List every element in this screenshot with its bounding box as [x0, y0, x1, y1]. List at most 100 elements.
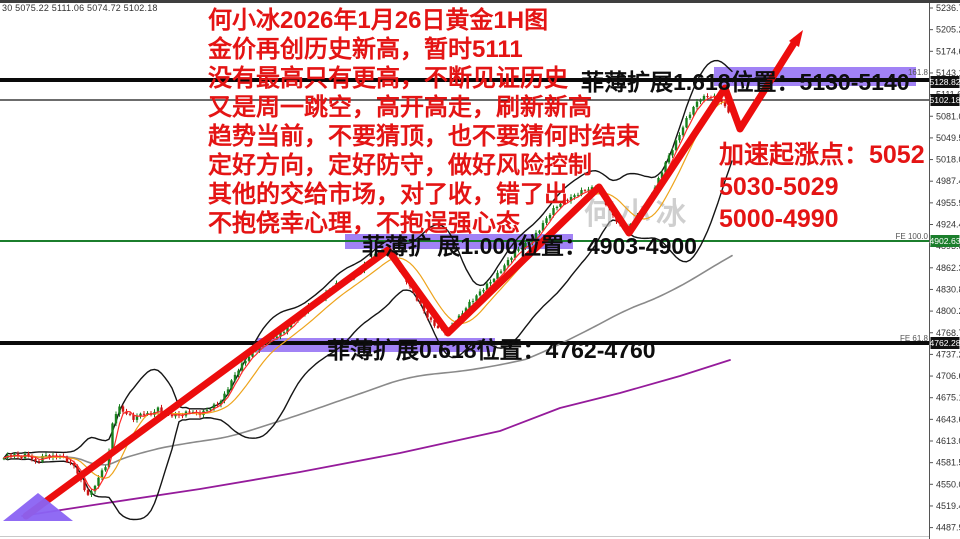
axis-tick-label: 4924.40 [936, 220, 960, 230]
candle-body [135, 415, 139, 420]
candle-body [541, 222, 545, 231]
candle-body [531, 238, 534, 243]
candle-body [566, 199, 569, 202]
candle-body [496, 272, 499, 279]
candle-body [573, 195, 576, 198]
candle-body [671, 150, 674, 156]
candle-body [580, 190, 583, 195]
candle-body [555, 206, 559, 209]
commentary-line: 趋势当前，不要猜顶，也不要猜何时结束 [208, 123, 640, 150]
candle-body [282, 332, 286, 333]
medium-ma-line [3, 100, 733, 479]
candle-body [2, 457, 6, 460]
candle-body [86, 490, 90, 495]
candle-body [485, 283, 489, 290]
candle-body [422, 304, 426, 312]
axis-price-box [930, 76, 960, 88]
candle-body [559, 203, 562, 207]
candle-body [9, 455, 13, 457]
commentary-line: 又是周一跳空，高开高走，刷新新高 [208, 94, 592, 121]
candle-body [524, 243, 527, 248]
candle-body [587, 189, 590, 191]
axis-tick-label: 4862.30 [936, 263, 960, 273]
commentary-line: 定好方向，定好防守，做好风险控制 [208, 152, 592, 179]
candle-body [664, 162, 667, 173]
axis-tick-label: 4768.70 [936, 328, 960, 338]
candle-body [702, 96, 706, 101]
candle-body [128, 413, 132, 415]
candle-body [76, 465, 79, 474]
candle-body [478, 291, 482, 296]
acceleration-note: 加速起涨点：5052 5030-5029 5000-4990 [719, 139, 925, 235]
candle-body [160, 407, 163, 414]
candle-body [538, 230, 541, 233]
candle-body [65, 456, 69, 462]
candle-body [685, 118, 688, 128]
candle-body [111, 423, 114, 452]
axis-price-box [930, 337, 960, 349]
fib-ratio-161-label: 161.8 [907, 68, 928, 77]
candle-body [100, 470, 104, 478]
fe-100-label: FE 100.0 [895, 232, 928, 241]
chart-bottom-border [0, 536, 929, 537]
acceleration-line: 5030-5029 [719, 173, 839, 201]
candle-body [699, 100, 702, 102]
candle-body [482, 289, 485, 292]
candle-body [125, 411, 128, 414]
candle-body [688, 114, 692, 119]
candle-body [419, 300, 422, 305]
axis-tick-label: 5018.00 [936, 155, 960, 165]
analyst-commentary: 何小冰2026年1月26日黄金1H图 金价再创历史新高，暂时5111 没有最高只有更… [208, 6, 640, 238]
commentary-line: 其他的交给市场，对了收，错了出 [208, 181, 568, 208]
candle-body [503, 265, 506, 272]
candle-body [678, 134, 681, 141]
acceleration-line: 5000-4990 [719, 205, 839, 233]
axis-tick-label: 5205.20 [936, 25, 960, 35]
axis-tick-label: 4737.20 [936, 349, 960, 359]
long-ma-line [21, 359, 731, 517]
candle-body [44, 455, 48, 456]
candle-body [121, 406, 125, 412]
candle-body [90, 491, 93, 495]
candle-body [583, 190, 587, 191]
fib-1618-label: 菲薄扩展1.618位置：5130-5140 [581, 69, 910, 95]
level-line-current_price [0, 99, 929, 101]
candle-body [226, 389, 230, 394]
candle-body [240, 363, 244, 371]
candle-body [230, 380, 233, 390]
candle-body [510, 257, 513, 260]
candle-body [727, 106, 730, 113]
candle-body [527, 242, 531, 244]
candle-body [37, 460, 41, 462]
axis-tick-label: 4675.10 [936, 393, 960, 403]
commentary-line: 金价再创历史新高，暂时5111 [208, 36, 523, 63]
axis-tick-label: 4519.40 [936, 501, 960, 511]
candle-body [534, 232, 538, 239]
candle-body [286, 326, 289, 333]
ohlc-readout: 30 5075.22 5111.06 5074.72 5102.18 [2, 3, 158, 13]
candle-body [433, 319, 436, 326]
axis-price-box-label: 5102.18 [929, 95, 960, 105]
axis-tick-label: 4987.40 [936, 176, 960, 186]
slow-ma-line [3, 254, 733, 466]
start-triangle-marker [3, 493, 73, 521]
acceleration-line: 加速起涨点：5052 [719, 141, 925, 169]
axis-tick-label: 4800.20 [936, 306, 960, 316]
candle-body [13, 454, 16, 457]
candle-body [706, 96, 709, 98]
axis-tick-label: 4706.60 [936, 371, 960, 381]
commentary-line: 不抱侥幸心理，不抱逞强心态 [208, 210, 520, 237]
candle-body [590, 187, 594, 190]
candle-body [233, 374, 237, 381]
candle-body [513, 250, 517, 258]
candle-body [279, 332, 282, 337]
candle-body [681, 127, 685, 135]
candle-body [247, 356, 251, 361]
candle-body [223, 393, 226, 401]
candle-body [548, 214, 552, 219]
candle-body [139, 413, 142, 416]
price-axis[interactable]: 5236.705205.205174.605143.105111.605081.… [929, 3, 960, 539]
candle-body [436, 325, 440, 328]
fib-1000-label: 菲薄扩 展1.000位置：4903-4900 [362, 233, 697, 259]
